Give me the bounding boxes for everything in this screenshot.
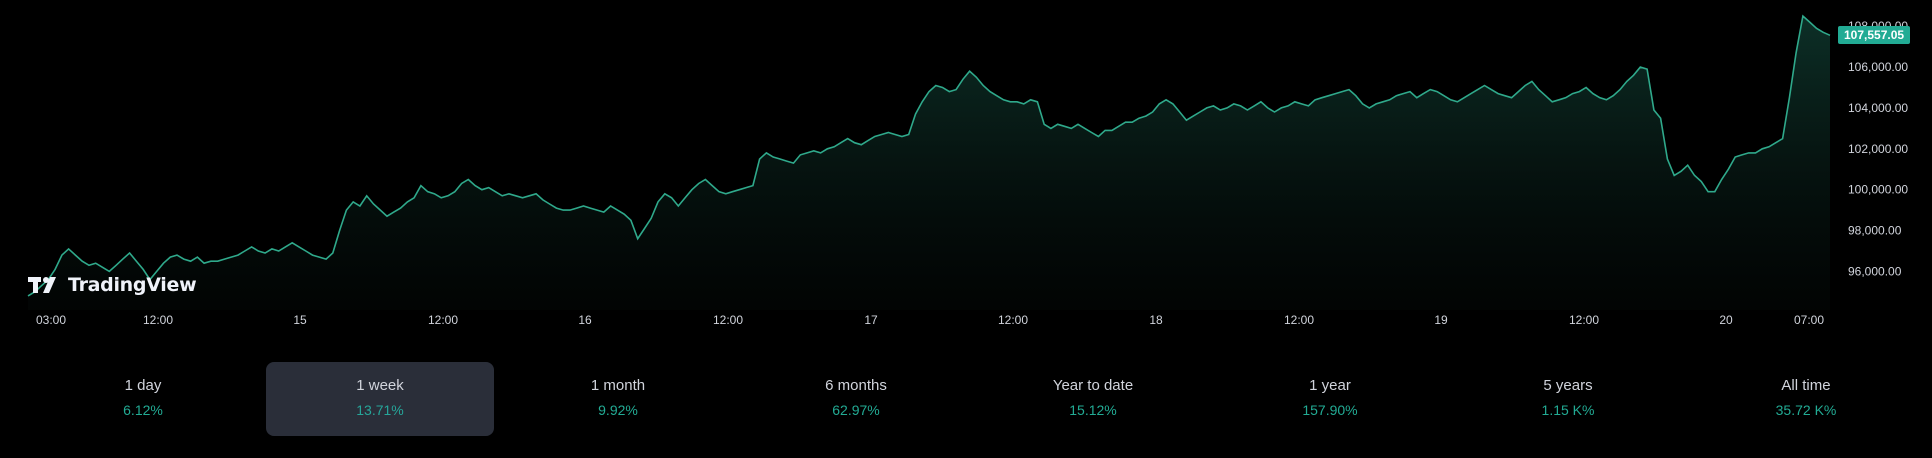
x-tick-label: 12:00 [1569,313,1599,327]
period-change: 157.90% [1302,402,1358,418]
period-change: 9.92% [598,402,638,418]
period-label: 6 months [825,377,887,394]
price-chart[interactable]: 108,000.00106,000.00104,000.00102,000.00… [0,0,1932,345]
x-tick-label: 20 [1719,313,1733,327]
period-change: 15.12% [1069,402,1117,418]
x-tick-label: 17 [864,313,878,327]
x-tick-label: 12:00 [1284,313,1314,327]
period-selector: 1 day 6.12% 1 week 13.71% 1 month 9.92% … [0,362,1932,436]
x-axis: 03:00 12:00 15 12:00 16 12:00 17 12:00 18 12:00 19… [36,313,1824,327]
period-change: 62.97% [832,402,880,418]
y-tick-label: 106,000.00 [1848,60,1908,74]
period-tab-1-year[interactable]: 1 year 157.90% [1216,362,1444,436]
price-chart-svg[interactable]: 108,000.00106,000.00104,000.00102,000.00… [0,0,1932,345]
period-tab-5-years[interactable]: 5 years 1.15 K% [1454,362,1682,436]
x-tick-label: 12:00 [143,313,173,327]
x-tick-label: 16 [578,313,592,327]
tradingview-logo-icon [28,277,56,293]
period-change: 1.15 K% [1541,402,1595,418]
period-label: 1 month [590,377,646,394]
x-tick-label: 07:00 [1794,313,1824,327]
x-tick-label: 03:00 [36,313,66,327]
period-label: Year to date [1052,377,1134,394]
y-tick-label: 100,000.00 [1848,183,1908,197]
x-tick-label: 12:00 [998,313,1028,327]
current-price-tag: 107,557.05 [1838,26,1911,45]
period-label: All time [1781,377,1831,394]
y-tick-label: 98,000.00 [1848,224,1902,238]
period-change: 6.12% [123,402,163,418]
period-label: 5 years [1543,377,1593,394]
period-tab-1-month[interactable]: 1 month 9.92% [504,362,732,436]
x-tick-label: 15 [293,313,307,327]
period-change: 13.71% [356,402,404,418]
tradingview-logo-text: TradingView [68,274,197,296]
period-tab-all-time[interactable]: All time 35.72 K% [1692,362,1920,436]
period-label: 1 year [1309,377,1351,394]
price-line [27,14,1831,297]
period-tab-6-months[interactable]: 6 months 62.97% [742,362,970,436]
period-tab-1-week[interactable]: 1 week 13.71% [266,362,494,436]
y-tick-label: 104,000.00 [1848,101,1908,115]
period-tab-1-day[interactable]: 1 day 6.12% [29,362,257,436]
period-change: 35.72 K% [1775,402,1837,418]
x-tick-label: 12:00 [713,313,743,327]
y-axis: 108,000.00106,000.00104,000.00102,000.00… [1848,19,1908,278]
x-tick-label: 12:00 [428,313,458,327]
period-tab-year-to-date[interactable]: Year to date 15.12% [979,362,1207,436]
y-tick-label: 96,000.00 [1848,264,1902,278]
x-tick-label: 19 [1434,313,1448,327]
y-tick-label: 102,000.00 [1848,142,1908,156]
period-label: 1 day [124,377,162,394]
tradingview-logo[interactable]: TradingView [28,272,197,298]
period-label: 1 week [356,377,404,394]
price-area-fill [28,16,1830,310]
x-tick-label: 18 [1149,313,1163,327]
